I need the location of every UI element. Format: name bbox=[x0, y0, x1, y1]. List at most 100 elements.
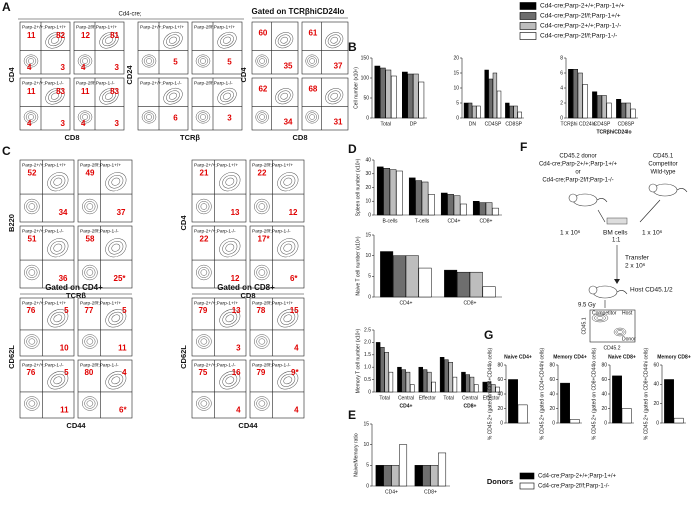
contour bbox=[53, 376, 63, 385]
flow-y-label: B220 bbox=[7, 214, 16, 232]
bar bbox=[380, 67, 386, 119]
gate-percent: 11 bbox=[27, 87, 36, 96]
y-tick-label: 40 bbox=[365, 157, 371, 163]
y-tick-label: 60 bbox=[497, 377, 503, 383]
plot-title: Parp-2+/+;Parp-1+/+ bbox=[194, 162, 238, 168]
gate-percent: 76 bbox=[26, 306, 35, 315]
gate-percent: 52 bbox=[28, 169, 37, 178]
contour bbox=[200, 338, 208, 345]
plot-title: Parp-2+/+;Parp-1+/+ bbox=[22, 24, 66, 30]
group-label: TCRβhiCD24lo bbox=[597, 129, 632, 135]
diagram-text: Host CD45.1/2 bbox=[630, 287, 673, 294]
y-tick-label: 40 bbox=[601, 391, 607, 397]
mouse-head bbox=[568, 193, 578, 203]
x-tick-label: Central bbox=[398, 395, 414, 401]
gate-percent: 13 bbox=[232, 306, 241, 315]
contour bbox=[256, 336, 268, 347]
gate-percent: 58 bbox=[86, 235, 95, 244]
bar bbox=[428, 194, 435, 216]
contour bbox=[615, 328, 625, 336]
contour bbox=[219, 238, 241, 258]
y-axis-label: Naive T cell number (x10⁶) bbox=[355, 236, 361, 295]
gate-percent: 34 bbox=[59, 208, 68, 217]
contour bbox=[108, 174, 124, 189]
panel-letter: D bbox=[348, 142, 357, 156]
bar bbox=[482, 286, 496, 298]
contour bbox=[86, 338, 94, 345]
contour bbox=[99, 31, 119, 49]
flow-plot bbox=[191, 359, 247, 419]
contour bbox=[26, 201, 38, 212]
contour bbox=[48, 90, 62, 103]
bar bbox=[476, 105, 481, 119]
contour bbox=[48, 34, 62, 47]
bar bbox=[418, 267, 432, 298]
contour bbox=[53, 177, 63, 186]
flow-plot bbox=[73, 21, 125, 75]
contour bbox=[222, 174, 238, 189]
x-tick-label: CD8SP bbox=[505, 121, 522, 127]
flow-x-label: CD8 bbox=[64, 133, 79, 142]
contour bbox=[330, 92, 338, 100]
chart-title: Naive CD4+ bbox=[504, 354, 532, 360]
diagram-text: BM cells bbox=[603, 230, 628, 237]
bar bbox=[479, 202, 486, 216]
bar bbox=[482, 381, 488, 393]
flow-plot bbox=[191, 159, 247, 223]
contour bbox=[327, 90, 341, 102]
panel-letter: G bbox=[484, 328, 493, 342]
gate-label: Donor bbox=[622, 336, 636, 342]
gate-percent: 83 bbox=[110, 87, 119, 96]
y-axis-label: % CD45.2+ (gated on CD4+CD44hi cells) bbox=[539, 348, 545, 441]
y-tick-label: 10 bbox=[363, 442, 369, 448]
contour bbox=[108, 373, 124, 387]
contour bbox=[104, 92, 114, 100]
y-tick-label: 150 bbox=[361, 55, 370, 61]
diagram-text: CD45.2 donor bbox=[559, 154, 596, 160]
contour bbox=[258, 269, 266, 276]
bar bbox=[560, 382, 570, 424]
contour bbox=[24, 396, 40, 411]
contour bbox=[275, 88, 294, 105]
gate-percent: 4 bbox=[27, 63, 32, 72]
contour bbox=[219, 172, 241, 192]
contour bbox=[254, 396, 270, 411]
x-tick-label: T-cells bbox=[415, 218, 430, 224]
contour bbox=[24, 334, 40, 349]
gate-percent: 5 bbox=[64, 368, 69, 377]
flow-plot bbox=[191, 297, 247, 357]
bar bbox=[568, 69, 574, 119]
bar bbox=[467, 102, 473, 119]
contour bbox=[168, 36, 178, 44]
contour bbox=[81, 58, 89, 64]
contour bbox=[163, 31, 183, 49]
plot-title: Parp-2f/f;Parp-1+/+ bbox=[252, 162, 293, 168]
y-tick-label: 40 bbox=[497, 391, 503, 397]
flow-plot bbox=[251, 77, 299, 131]
bar bbox=[405, 371, 411, 393]
x-tick-label: DN bbox=[469, 121, 477, 127]
gate-percent: 16 bbox=[232, 368, 241, 377]
bar bbox=[592, 91, 598, 119]
contour bbox=[28, 269, 36, 276]
y-tick-label: 0 bbox=[656, 420, 659, 426]
plot-title: Parp-2f/f;Parp-1+/+ bbox=[252, 300, 293, 306]
bar bbox=[569, 419, 580, 424]
flow-plot bbox=[77, 297, 133, 357]
gate-percent: 82 bbox=[56, 31, 65, 40]
arrow bbox=[639, 199, 661, 223]
bar bbox=[488, 78, 493, 119]
contour bbox=[277, 238, 299, 258]
bar bbox=[389, 169, 397, 216]
contour bbox=[225, 314, 235, 323]
contour bbox=[596, 316, 604, 320]
bar bbox=[456, 271, 470, 298]
contour bbox=[305, 54, 319, 68]
arrow bbox=[597, 209, 606, 223]
y-axis-label: Naive/Memory ratio bbox=[353, 433, 359, 477]
y-tick-label: 0 bbox=[368, 389, 371, 395]
group-header: Gated on CD4+ bbox=[45, 283, 103, 292]
flow-plot bbox=[137, 77, 189, 131]
gate-percent: 34 bbox=[284, 117, 293, 126]
legend-swatch bbox=[519, 482, 535, 490]
